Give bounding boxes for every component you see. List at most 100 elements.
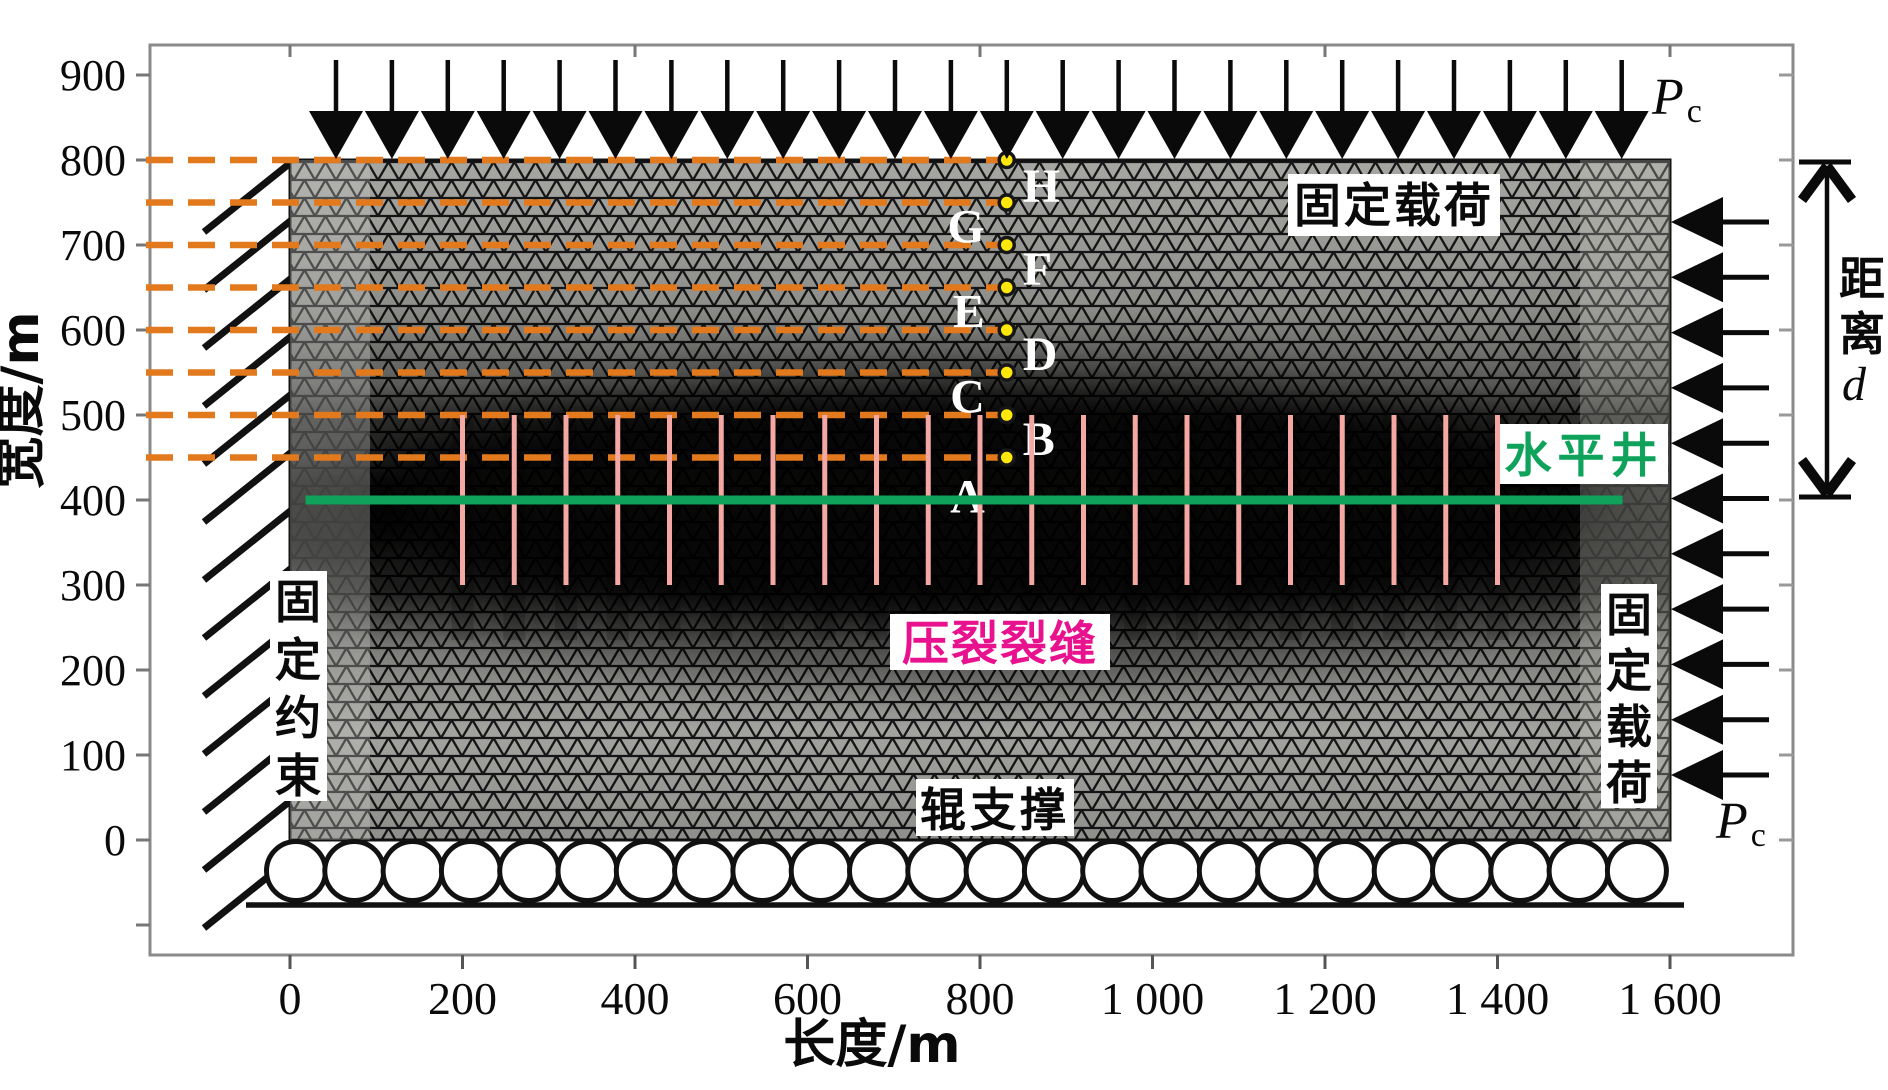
fixed-load-right-label: 载 — [1606, 700, 1652, 754]
top-arrow-head — [979, 111, 1034, 159]
distance-annotation: 距离d — [1797, 159, 1885, 500]
roller-circle — [1080, 839, 1145, 903]
roller-circle — [1371, 839, 1436, 903]
monitor-point-letter: B — [1023, 413, 1055, 466]
roller-circle — [438, 839, 503, 903]
top-arrow-head — [1482, 111, 1537, 159]
roller-support-label: 辊支撑 — [920, 783, 1070, 837]
top-arrow-head — [1035, 111, 1090, 159]
x-tick-label: 400 — [601, 973, 670, 1024]
top-arrow-head — [588, 111, 643, 159]
roller-circle — [497, 839, 562, 903]
right-arrow-head — [1671, 418, 1723, 469]
roller-support-box — [916, 779, 1074, 836]
distance-label-char: 离 — [1839, 307, 1885, 361]
monitor-dot — [997, 235, 1016, 255]
x-tick-label: 0 — [279, 973, 302, 1024]
right-arrow-head — [1671, 307, 1723, 358]
top-arrow-head — [420, 111, 475, 159]
y-tick-label: 600 — [60, 306, 126, 355]
fracture-label-box — [890, 614, 1110, 670]
monitor-point-letter: D — [1023, 328, 1058, 381]
y-tick-label: 400 — [60, 476, 126, 525]
x-tick-label: 600 — [773, 973, 842, 1024]
horizontal-well-box — [1500, 424, 1668, 484]
fracture-label: 压裂裂缝 — [902, 617, 1098, 672]
top-arrow-head — [644, 111, 699, 159]
y-tick-label: 300 — [60, 561, 126, 610]
top-arrow-head — [532, 111, 587, 159]
right-arrow-head — [1671, 252, 1723, 303]
right-arrow-head — [1671, 639, 1723, 690]
x-axis-title: 长度/m — [783, 1015, 960, 1075]
distance-arrow-barb — [1797, 163, 1832, 203]
monitor-point-letter: C — [950, 371, 985, 424]
monitor-dot — [997, 405, 1016, 425]
monitor-dot — [997, 320, 1016, 340]
pc-label-top: Pc — [1651, 69, 1702, 130]
roller-circle — [1313, 839, 1378, 903]
right-arrow-head — [1671, 528, 1723, 579]
axes: 900 800 700 600 500 400 300 200 100 0 0 200 400 600 80… — [60, 45, 1793, 1024]
roller-supports — [246, 839, 1684, 908]
y-tick-label: 0 — [104, 816, 126, 865]
fixed-load-top-box — [1288, 174, 1500, 236]
top-arrow-head — [364, 111, 419, 159]
top-load-arrows: Pc — [309, 60, 1702, 159]
roller-circle — [264, 839, 328, 903]
roller-circle — [555, 839, 620, 903]
right-arrow-head — [1671, 362, 1723, 413]
top-arrow-head — [1538, 111, 1593, 159]
distance-variable: d — [1842, 358, 1867, 411]
fixed-load-right-box — [1601, 584, 1657, 808]
roller-circle — [1546, 839, 1611, 903]
fixed-constraint-label: 束 — [275, 749, 321, 803]
fixed-load-top-label: 固定载荷 — [1294, 179, 1494, 234]
top-arrow-head — [1147, 111, 1202, 159]
y-axis-title: 宽度/m — [0, 311, 51, 488]
top-arrow-head — [309, 111, 363, 159]
monitor-dot — [997, 448, 1016, 467]
right-arrow-head — [1671, 197, 1723, 247]
roller-circle — [1488, 839, 1553, 903]
roller-circle — [730, 839, 795, 903]
hatch-stroke — [201, 215, 297, 293]
roller-circle — [380, 839, 445, 903]
fixed-constraint-label: 约 — [275, 691, 321, 745]
roller-circle — [963, 839, 1028, 903]
top-arrow-head — [1203, 111, 1258, 159]
right-arrow-head — [1671, 584, 1723, 635]
right-load-arrows: Pc — [1671, 197, 1769, 854]
monitoring-points: ABCDEFGH — [146, 150, 1060, 524]
pc-label-bottom: Pc — [1715, 793, 1766, 854]
top-arrow-head — [812, 111, 867, 159]
top-arrow-head — [1315, 111, 1370, 159]
roller-circle — [1430, 839, 1494, 903]
y-tick-label: 800 — [60, 136, 126, 185]
top-arrow-head — [1427, 111, 1481, 159]
distance-arrow-barb — [1822, 457, 1857, 497]
y-tick-label: 900 — [60, 51, 126, 100]
fixed-load-right-label: 荷 — [1606, 756, 1652, 810]
fixed-constraint-label: 固 — [275, 575, 321, 629]
fixed-constraint-label: 定 — [275, 633, 321, 687]
roller-circle — [1255, 839, 1320, 903]
monitor-dot — [997, 363, 1016, 382]
x-tick-label: 1 600 — [1618, 973, 1722, 1024]
roller-circle — [1138, 839, 1203, 903]
monitor-point-letter: G — [947, 201, 984, 254]
top-arrow-head — [868, 111, 922, 159]
roller-circle — [905, 839, 970, 903]
roller-circle — [322, 839, 387, 903]
monitor-point-letter: H — [1023, 160, 1060, 213]
monitor-point-letter: E — [953, 286, 985, 339]
y-tick-label: 100 — [60, 731, 126, 780]
y-tick-label: 200 — [60, 646, 126, 695]
top-arrow-head — [1091, 111, 1146, 159]
right-arrow-head — [1671, 750, 1723, 800]
right-arrow-head — [1671, 694, 1723, 745]
right-arrow-head — [1671, 473, 1723, 524]
hatch-stroke — [201, 447, 297, 525]
